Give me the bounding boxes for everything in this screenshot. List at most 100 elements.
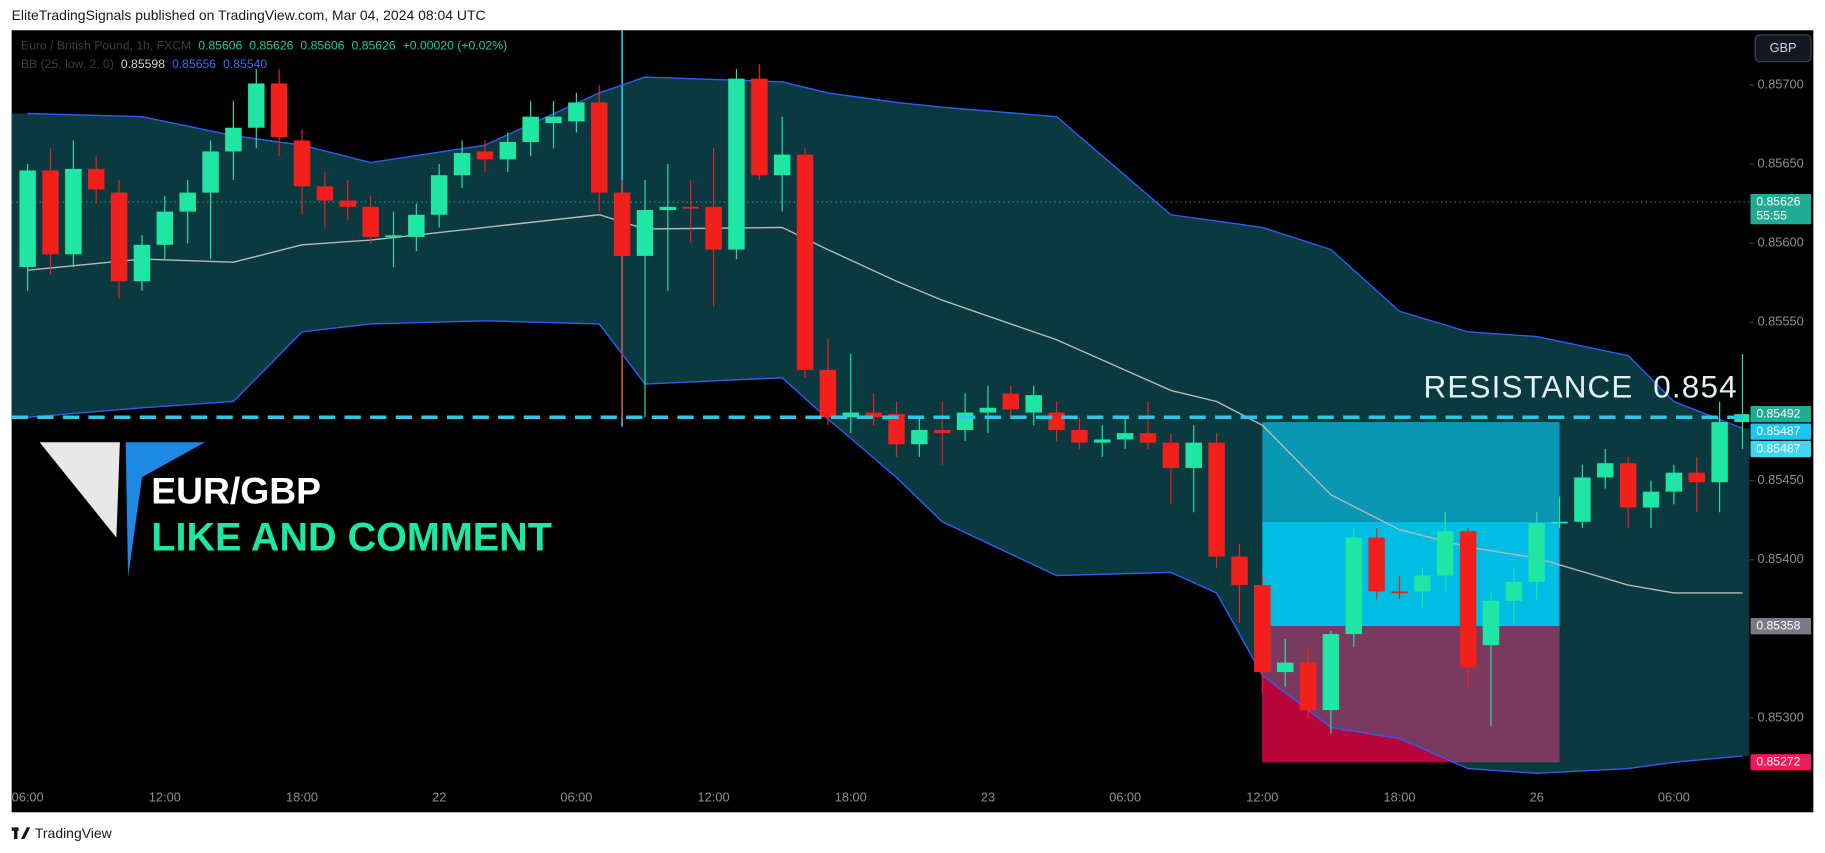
candle-body: [1459, 531, 1477, 668]
candle-body: [133, 244, 151, 282]
target-zone: [1262, 422, 1560, 522]
candle-body: [1345, 537, 1363, 635]
legend-value: 0.85606: [300, 39, 344, 53]
candle-body: [248, 83, 265, 128]
candle-body: [865, 412, 882, 418]
legend-value: 0.85606: [198, 39, 242, 53]
price-label: 0.85487: [1756, 424, 1800, 438]
price-label-box: [1750, 423, 1812, 440]
currency-label: GBP: [1770, 40, 1797, 55]
candle-body: [1437, 531, 1454, 576]
price-label: 0.85492: [1756, 406, 1800, 420]
candle-body: [1368, 537, 1385, 592]
candle-body: [225, 127, 242, 152]
candle-body: [1574, 477, 1591, 522]
candle-body: [842, 412, 859, 418]
candle-body: [728, 78, 745, 250]
candle-body: [659, 206, 677, 211]
candle-body: [1619, 463, 1637, 508]
price-label-box: [1750, 193, 1812, 225]
candle-body: [1276, 662, 1294, 673]
candle-body: [316, 186, 334, 201]
candle-body: [545, 116, 562, 123]
candle-body: [1299, 662, 1317, 711]
y-tick-label: 0.85600: [1757, 235, 1803, 250]
x-tick-label: 12:00: [698, 790, 730, 805]
price-label: 0.85272: [1756, 754, 1800, 768]
candle-body: [979, 407, 997, 413]
candle-body: [339, 200, 356, 207]
x-tick-label: 06:00: [12, 790, 44, 805]
y-tick-label: 0.85550: [1757, 314, 1803, 329]
candle-body: [270, 83, 288, 138]
candle-body: [613, 192, 631, 256]
candle-body: [430, 175, 448, 215]
candle-body: [1688, 472, 1705, 483]
x-tick-label: 18:00: [835, 790, 867, 805]
candle-body: [888, 414, 905, 445]
price-label: 0.85626: [1756, 194, 1800, 208]
candle-body: [19, 170, 36, 267]
candle-body: [1642, 491, 1660, 508]
price-label-sub: 55:55: [1756, 208, 1787, 222]
candle-body: [476, 151, 494, 160]
candle-body: [88, 168, 105, 190]
indicator-line: BB (25, low, 2, 0) 0.85598 0.85656 0.85540: [21, 57, 267, 71]
candle-body: [1162, 442, 1180, 468]
x-tick-label: 22: [432, 790, 446, 805]
currency-button[interactable]: [1754, 34, 1812, 63]
x-tick-label: 06:00: [1658, 790, 1690, 805]
candle-body: [1414, 575, 1431, 592]
candle-body: [1025, 395, 1042, 413]
candle-body: [1048, 412, 1065, 430]
candle-body: [385, 235, 402, 238]
candle-body: [522, 116, 539, 142]
stop-outside-band: [1262, 675, 1454, 763]
candle-body: [499, 141, 517, 160]
candle-body: [1094, 439, 1111, 443]
candle-body: [751, 78, 768, 176]
candle-body: [911, 429, 928, 445]
x-tick-label: 23: [981, 790, 995, 805]
published-line: EliteTradingSignals published on Trading…: [12, 7, 486, 23]
legend-value: 0.85626: [352, 39, 396, 53]
indicator-value: 0.85540: [223, 57, 267, 71]
candle-body: [1551, 521, 1568, 524]
candle-body: [568, 102, 585, 122]
logo-blue: [125, 442, 205, 578]
candle-body: [1116, 433, 1134, 440]
candle-body: [956, 412, 974, 430]
candle-body: [42, 170, 59, 255]
y-tick-label: 0.85700: [1757, 76, 1803, 91]
y-tick-label: 0.85650: [1757, 156, 1803, 171]
logo-part: [13, 827, 18, 840]
candle-body: [453, 153, 471, 176]
candle-body: [1208, 442, 1225, 557]
legend-value: 0.85626: [249, 39, 293, 53]
candle-body: [156, 211, 174, 245]
indicator-value: 0.85656: [172, 57, 216, 71]
footer-logo: [11, 827, 31, 840]
price-label: 0.85487: [1756, 441, 1800, 455]
candle-body: [819, 369, 837, 418]
candle-body: [1391, 591, 1408, 594]
candle-body: [1482, 600, 1500, 646]
candle-body: [1139, 433, 1157, 443]
price-label-box: [1750, 618, 1812, 635]
price-label-box: [1750, 440, 1812, 458]
candle-body: [65, 168, 82, 255]
legend-symbol: Euro / British Pound, 1h, FXCM: [21, 39, 191, 53]
candle-body: [705, 206, 722, 250]
candle-body: [293, 140, 311, 187]
candle-body: [591, 102, 608, 193]
candle-body: [933, 429, 951, 434]
price-label-box: [1750, 405, 1812, 423]
candle-body: [1254, 585, 1271, 673]
legend-value: +0.00020 (+0.02%): [403, 39, 507, 53]
candle-body: [362, 206, 379, 237]
band-lower: [27, 320, 1743, 775]
x-tick-label: 12:00: [1246, 790, 1278, 805]
candle-body: [1528, 523, 1545, 582]
x-tick-label: 06:00: [1109, 790, 1141, 805]
candle-body: [1185, 442, 1202, 468]
